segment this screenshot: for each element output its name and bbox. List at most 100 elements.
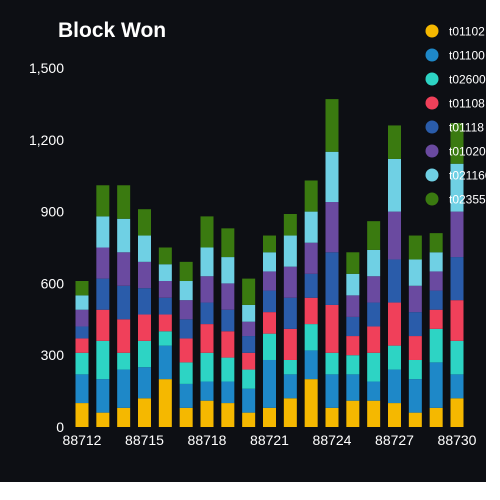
bar-segment[interactable] bbox=[242, 278, 256, 305]
bar-segment[interactable] bbox=[117, 369, 131, 408]
bar-segment[interactable] bbox=[221, 228, 235, 258]
bar-segment[interactable] bbox=[388, 345, 401, 370]
bar-segment[interactable] bbox=[158, 345, 172, 380]
bar-segment[interactable] bbox=[450, 123, 464, 164]
bar-segment[interactable] bbox=[325, 151, 339, 203]
bar-segment[interactable] bbox=[221, 357, 235, 382]
bar-segment[interactable] bbox=[367, 276, 381, 303]
bar-segment[interactable] bbox=[138, 398, 151, 427]
bar-segment[interactable] bbox=[138, 261, 151, 289]
bar-segment[interactable] bbox=[96, 278, 110, 310]
bar-segment[interactable] bbox=[75, 338, 89, 353]
bar-segment[interactable] bbox=[283, 235, 297, 267]
bar-segment[interactable] bbox=[117, 285, 131, 320]
bar-segment[interactable] bbox=[179, 300, 193, 320]
bar-segment[interactable] bbox=[158, 379, 172, 427]
bar-segment[interactable] bbox=[75, 309, 89, 327]
bar-segment[interactable] bbox=[242, 336, 256, 353]
bar-segment[interactable] bbox=[158, 297, 172, 315]
bar-segment[interactable] bbox=[158, 281, 172, 298]
bar-stack[interactable] bbox=[242, 278, 256, 427]
bar-segment[interactable] bbox=[158, 264, 172, 282]
bar-segment[interactable] bbox=[450, 340, 464, 375]
bar-segment[interactable] bbox=[429, 252, 443, 272]
bar-segment[interactable] bbox=[200, 381, 214, 401]
bar-stack[interactable] bbox=[200, 216, 214, 427]
bar-segment[interactable] bbox=[429, 290, 443, 310]
bar-segment[interactable] bbox=[117, 319, 131, 353]
bar-segment[interactable] bbox=[200, 247, 214, 277]
bar-segment[interactable] bbox=[429, 362, 443, 408]
bar-segment[interactable] bbox=[388, 369, 401, 404]
bar-segment[interactable] bbox=[117, 352, 131, 370]
bar-segment[interactable] bbox=[388, 158, 401, 212]
bar-stack[interactable] bbox=[450, 123, 464, 427]
bar-segment[interactable] bbox=[367, 249, 381, 277]
bar-segment[interactable] bbox=[346, 374, 360, 401]
legend-item[interactable]: t01020 bbox=[425, 144, 487, 159]
bar-segment[interactable] bbox=[283, 297, 297, 329]
bar-segment[interactable] bbox=[221, 309, 235, 332]
bar-segment[interactable] bbox=[346, 316, 360, 337]
bar-segment[interactable] bbox=[283, 359, 297, 375]
bar-segment[interactable] bbox=[408, 259, 422, 286]
bar-segment[interactable] bbox=[158, 247, 172, 265]
bar-segment[interactable] bbox=[325, 374, 339, 408]
bar-segment[interactable] bbox=[179, 362, 193, 384]
bar-segment[interactable] bbox=[96, 379, 110, 413]
bar-segment[interactable] bbox=[200, 276, 214, 303]
bar-segment[interactable] bbox=[158, 314, 172, 332]
bar-segment[interactable] bbox=[242, 352, 256, 370]
bar-segment[interactable] bbox=[96, 185, 110, 217]
bar-segment[interactable] bbox=[283, 266, 297, 298]
bar-segment[interactable] bbox=[346, 273, 360, 296]
bar-segment[interactable] bbox=[325, 202, 339, 253]
bar-segment[interactable] bbox=[388, 211, 401, 260]
bar-segment[interactable] bbox=[242, 412, 256, 427]
bar-segment[interactable] bbox=[263, 252, 276, 272]
bar-segment[interactable] bbox=[408, 359, 422, 380]
bar-segment[interactable] bbox=[75, 374, 89, 404]
bar-segment[interactable] bbox=[325, 407, 339, 427]
bar-segment[interactable] bbox=[304, 350, 318, 380]
legend[interactable]: t01102 t01100 t02600 t01108 t01118 t01020 t021… bbox=[425, 24, 487, 207]
bar-segment[interactable] bbox=[200, 216, 214, 248]
bar-segment[interactable] bbox=[242, 388, 256, 413]
bar-segment[interactable] bbox=[179, 407, 193, 427]
bar-stack[interactable] bbox=[75, 281, 89, 427]
bar-segment[interactable] bbox=[179, 383, 193, 408]
bar-stack[interactable] bbox=[263, 235, 276, 427]
bar-segment[interactable] bbox=[408, 379, 422, 413]
bar-segment[interactable] bbox=[408, 312, 422, 337]
bar-segment[interactable] bbox=[283, 213, 297, 236]
legend-item[interactable]: t01108 bbox=[425, 96, 486, 111]
bar-segment[interactable] bbox=[138, 288, 151, 315]
bar-segment[interactable] bbox=[75, 295, 89, 310]
bar-segment[interactable] bbox=[304, 379, 318, 427]
bar-segment[interactable] bbox=[388, 302, 401, 346]
bar-segment[interactable] bbox=[388, 403, 401, 427]
bar-stack[interactable] bbox=[283, 213, 297, 427]
bar-segment[interactable] bbox=[429, 328, 443, 363]
bar-stack[interactable] bbox=[388, 125, 401, 427]
bar-segment[interactable] bbox=[304, 242, 318, 274]
bar-segment[interactable] bbox=[429, 309, 443, 329]
bar-segment[interactable] bbox=[263, 359, 276, 408]
bar-segment[interactable] bbox=[367, 400, 381, 427]
bar-segment[interactable] bbox=[117, 407, 131, 427]
legend-item[interactable]: t01102 bbox=[425, 24, 486, 39]
legend-item[interactable]: t01118 bbox=[425, 120, 485, 135]
bar-segment[interactable] bbox=[200, 302, 214, 325]
legend-item[interactable]: t01100 bbox=[425, 48, 486, 63]
bar-segment[interactable] bbox=[117, 252, 131, 286]
bar-segment[interactable] bbox=[283, 398, 297, 427]
bar-segment[interactable] bbox=[429, 407, 443, 427]
bar-segment[interactable] bbox=[179, 338, 193, 363]
bar-stack[interactable] bbox=[138, 209, 151, 427]
bar-segment[interactable] bbox=[179, 261, 193, 282]
bar-stack[interactable] bbox=[304, 180, 318, 427]
bar-segment[interactable] bbox=[367, 221, 381, 250]
bar-segment[interactable] bbox=[221, 403, 235, 427]
bar-stack[interactable] bbox=[158, 247, 172, 428]
bar-segment[interactable] bbox=[429, 233, 443, 253]
